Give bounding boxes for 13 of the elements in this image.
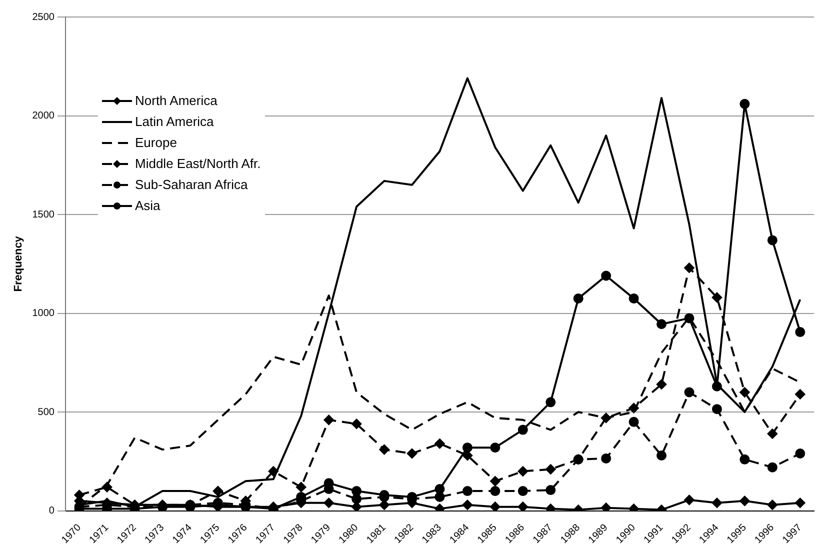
legend-label: Middle East/North Afr. bbox=[135, 156, 261, 171]
legend-label: Europe bbox=[135, 135, 177, 150]
y-axis-title: Frequency bbox=[12, 235, 25, 292]
y-tick-label: 0 bbox=[48, 506, 55, 517]
legend-label: North America bbox=[135, 93, 218, 108]
y-tick-label: 2500 bbox=[32, 12, 55, 23]
y-tick-label: 1500 bbox=[32, 209, 55, 220]
y-tick-label: 500 bbox=[38, 406, 55, 418]
y-tick-label: 2000 bbox=[32, 110, 55, 122]
legend-label: Sub-Saharan Africa bbox=[135, 177, 248, 192]
legend-label: Latin America bbox=[135, 114, 214, 129]
y-tick-label: 1000 bbox=[32, 308, 55, 320]
legend-label: Asia bbox=[135, 198, 160, 213]
